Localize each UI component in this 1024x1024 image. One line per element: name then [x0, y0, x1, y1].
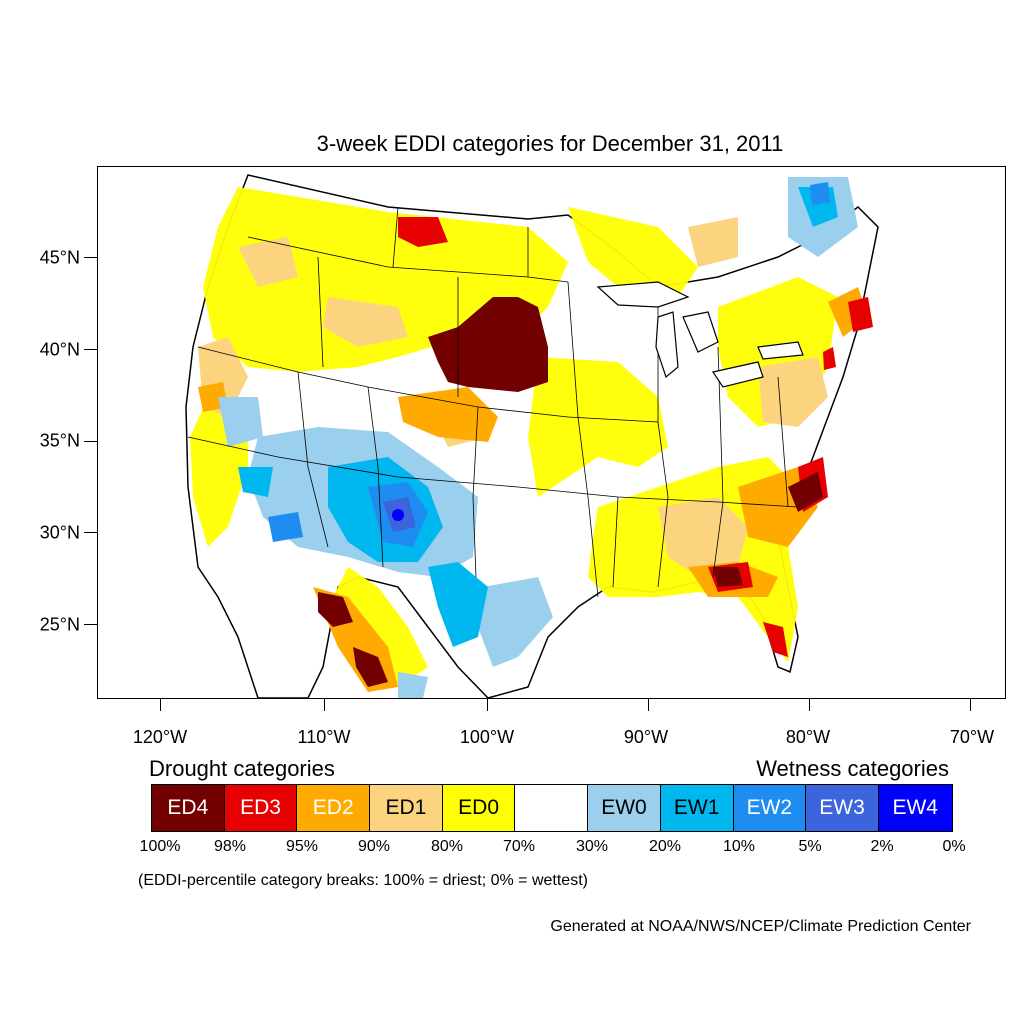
category-breaks-note: (EDDI-percentile category breaks: 100% =… — [138, 872, 588, 889]
lon-tick — [487, 698, 488, 711]
lon-label-80w: 80°W — [785, 727, 831, 747]
drought-categories-heading: Drought categories — [149, 756, 335, 781]
pct-break: 95% — [285, 838, 319, 855]
pct-break: 2% — [870, 838, 894, 855]
ed4-regions — [318, 297, 823, 687]
lat-label-25n: 25°N — [39, 614, 80, 635]
lon-label-120w: 120°W — [132, 727, 188, 747]
legend-cat-ed1: ED1 — [370, 785, 443, 831]
pct-break: 90% — [357, 838, 391, 855]
us-map-svg — [185, 174, 879, 698]
legend-cat-ed2: ED2 — [297, 785, 371, 831]
legend-cat-label: EW4 — [892, 796, 938, 819]
pct-break: 10% — [722, 838, 756, 855]
legend-cat-label: EW2 — [746, 796, 793, 819]
pct-break: 20% — [648, 838, 682, 855]
legend-cat-ed4: ED4 — [152, 785, 225, 831]
legend-cat-label: EW1 — [673, 796, 720, 819]
lat-tick — [84, 257, 97, 258]
lat-label-40n: 40°N — [39, 339, 80, 360]
eddi-map — [97, 166, 1006, 699]
legend-cat-label: ED1 — [385, 796, 427, 819]
credit-line: Generated at NOAA/NWS/NCEP/Climate Predi… — [550, 918, 971, 935]
legend-cat-label: ED2 — [312, 796, 354, 819]
legend-cat-ed3: ED3 — [224, 785, 298, 831]
ew4-regions — [392, 509, 404, 521]
lon-tick — [324, 698, 325, 711]
great-lakes — [596, 281, 804, 388]
lat-tick — [84, 532, 97, 533]
legend-cat-ew1: EW1 — [660, 785, 734, 831]
state-boundaries — [187, 206, 799, 598]
lon-tick — [648, 698, 649, 711]
lon-tick — [970, 698, 971, 711]
map-title: 3-week EDDI categories for December 31, … — [316, 131, 784, 156]
lon-label-70w: 70°W — [949, 727, 995, 747]
legend-cat-label: EW0 — [601, 796, 647, 819]
wetness-categories-heading: Wetness categories — [756, 756, 949, 781]
legend-cat-ed0: ED0 — [442, 785, 516, 831]
legend-cat-ew0: EW0 — [588, 785, 661, 831]
lon-label-90w: 90°W — [623, 727, 669, 747]
legend-color-bar: ED4 ED3 ED2 ED1 ED0 EW0 EW1 EW2 EW3 EW4 — [151, 784, 953, 832]
lat-tick — [84, 441, 97, 442]
pct-break: 5% — [798, 838, 822, 855]
legend-cat-label: ED4 — [167, 796, 209, 819]
legend-cat-ew2: EW2 — [733, 785, 807, 831]
legend-cat-label: ED3 — [240, 796, 281, 819]
lat-label-35n: 35°N — [39, 430, 80, 451]
lat-tick — [84, 624, 97, 625]
pct-break: 0% — [942, 838, 966, 855]
lon-label-100w: 100°W — [459, 727, 515, 747]
legend-cat-label: ED0 — [458, 796, 500, 819]
legend-cat-label: EW3 — [819, 796, 865, 819]
lon-tick — [809, 698, 810, 711]
lon-tick — [160, 698, 161, 711]
lat-label-30n: 30°N — [39, 522, 80, 543]
lat-label-45n: 45°N — [39, 247, 80, 268]
legend-cat-neutral — [515, 785, 589, 831]
pct-break: 98% — [213, 838, 247, 855]
pct-break: 100% — [139, 838, 181, 855]
legend-cat-ew3: EW3 — [806, 785, 879, 831]
pct-break: 70% — [502, 838, 536, 855]
lon-label-110w: 110°W — [297, 727, 351, 747]
pct-break: 80% — [430, 838, 464, 855]
pct-break: 30% — [575, 838, 609, 855]
lat-tick — [84, 349, 97, 350]
legend-cat-ew4: EW4 — [878, 785, 952, 831]
